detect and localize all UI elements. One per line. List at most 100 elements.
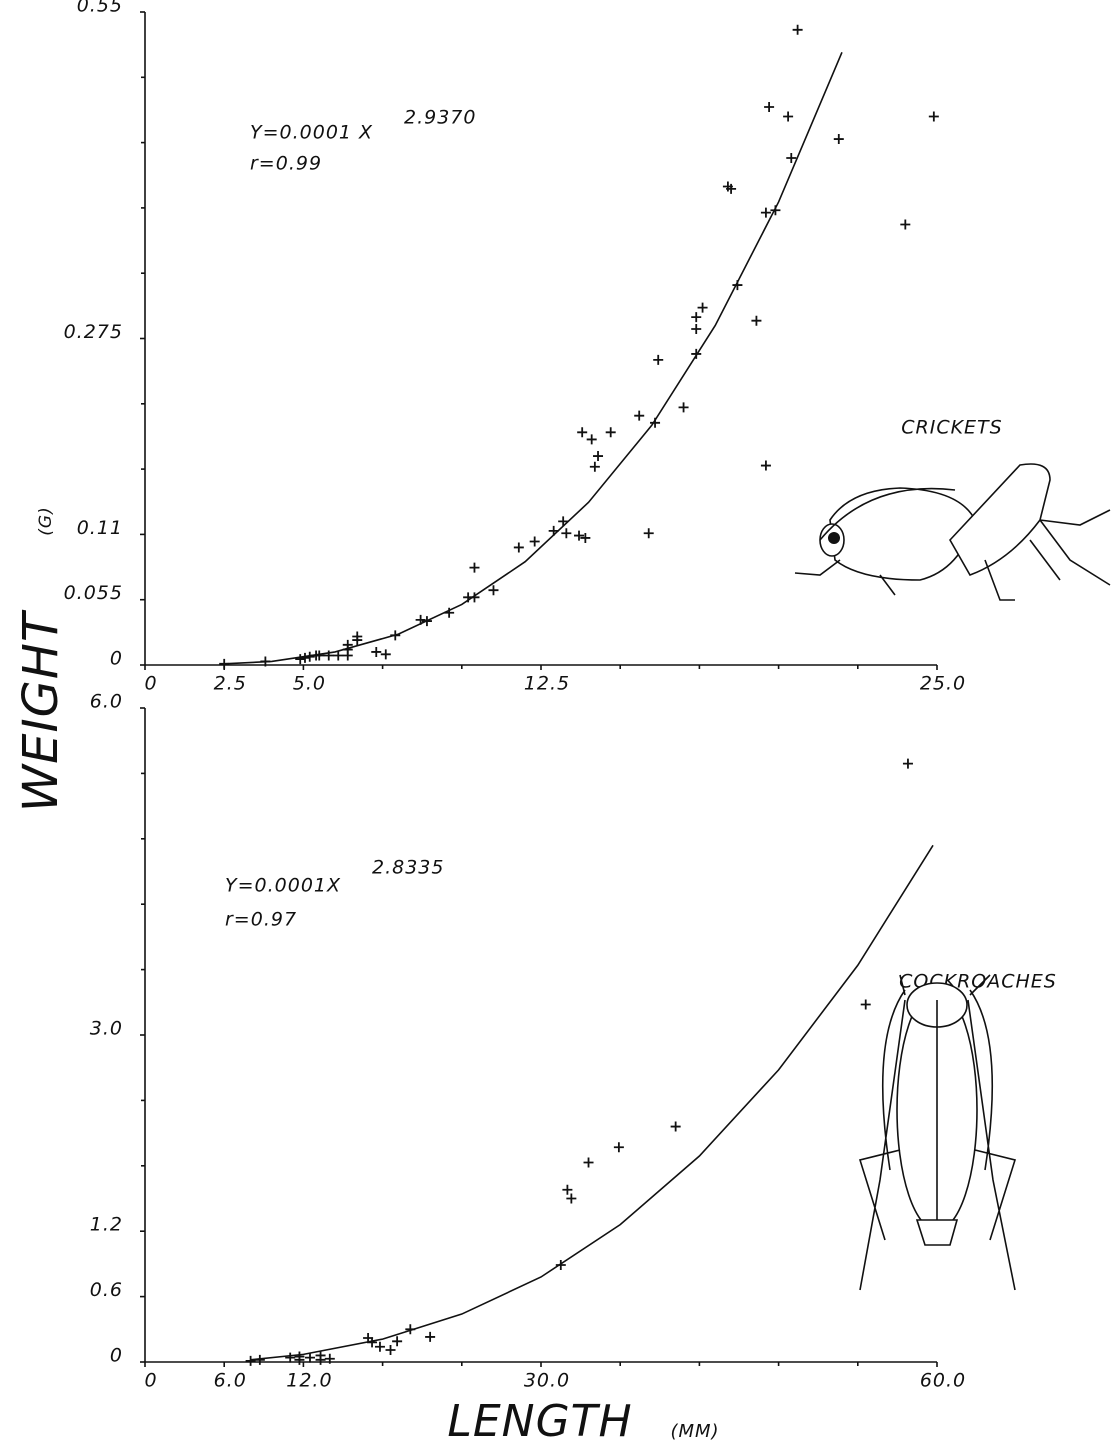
y-tick-label: 0 [110,648,123,670]
y-tick-label: 1.2 [90,1214,123,1236]
data-point [444,607,455,618]
data-point [586,434,597,445]
data-point [634,410,645,421]
data-point [425,1331,436,1342]
x-tick-label: 0 [144,1370,157,1392]
x-tick-label: 60.0 [920,1370,966,1392]
data-point [653,354,664,365]
data-point [783,111,794,122]
data-point [678,402,689,413]
cricket-illustration [794,463,1111,601]
data-point [305,1352,315,1363]
data-point [860,999,871,1010]
data-point [833,134,844,145]
data-point [385,1345,396,1356]
data-point [650,417,661,428]
data-point [577,427,588,438]
data-point [390,630,401,641]
data-point [421,616,432,627]
data-point [613,1142,624,1153]
correlation: r=0.97 [225,909,297,931]
y-tick-label: 3.0 [90,1018,123,1040]
x-tick-label: 12.0 [286,1370,332,1392]
data-point [786,153,797,164]
x-tick-label: 6.0 [214,1370,247,1392]
data-point [314,650,325,661]
x-tick-label: 12.5 [524,673,570,695]
data-point [697,302,708,313]
data-point [529,536,540,547]
data-point [323,650,334,661]
fit-curve [224,52,843,665]
data-point [726,183,737,194]
data-point [643,528,654,539]
data-point [902,758,913,769]
fit-curve [250,844,934,1361]
data-point [691,312,702,323]
cockroach-illustration [858,974,1017,1291]
data-point [574,530,585,541]
data-point [548,525,559,536]
data-point [605,427,616,438]
y-tick-label: 0.275 [64,321,123,343]
data-point [555,1259,566,1270]
data-point [593,451,604,462]
data-point [469,592,480,603]
data-point [760,460,771,471]
data-point [371,646,382,657]
x-tick-label: 0 [144,673,157,695]
data-point [583,1157,594,1168]
data-point [469,562,480,573]
data-point [380,649,391,660]
data-point [558,516,569,527]
data-point [561,528,572,539]
y-axis-title: WEIGHT [13,609,69,812]
data-point [333,650,344,661]
x-axis-title: LENGTH [447,1396,632,1447]
equation-exponent: 2.9370 [404,107,476,129]
data-point [304,651,315,662]
data-point [764,101,775,112]
data-point [670,1121,681,1132]
data-point [770,205,781,216]
data-point [342,639,353,650]
data-point [691,348,702,359]
data-point [732,280,743,291]
data-point [488,585,499,596]
data-point [562,1184,573,1195]
y-tick-label: 0.6 [90,1279,123,1301]
x-tick-label: 25.0 [920,673,966,695]
data-point [245,1355,256,1366]
data-point [295,654,306,665]
y-tick-label: 0.11 [77,517,123,539]
x-axis-unit: (MM) [670,1421,719,1442]
data-point [374,1341,385,1352]
data-point [294,1351,305,1362]
data-point [299,652,310,663]
data-point [928,111,939,122]
y-tick-label: 0 [110,1345,123,1367]
data-point [415,614,426,625]
data-point [219,658,230,669]
x-tick-label: 30.0 [524,1370,570,1392]
data-point [260,656,271,667]
x-tick-label: 5.0 [293,673,326,695]
y-tick-label: 0.055 [64,582,123,604]
data-point [751,315,762,326]
data-point [324,1353,335,1364]
data-point [691,324,702,335]
panel-label: CRICKETS [901,417,1002,439]
data-point [392,1336,403,1347]
data-point [566,1193,577,1204]
equation: Y=0.0001 X [250,122,373,144]
correlation: r=0.99 [250,153,322,175]
y-tick-label: 6.0 [90,691,123,713]
data-point [760,207,771,218]
equation: Y=0.0001X [225,875,341,897]
data-point [900,219,911,230]
y-tick-label: 0.55 [77,0,123,17]
data-point [513,542,524,553]
x-tick-label: 2.5 [214,673,247,695]
data-point [254,1354,265,1365]
